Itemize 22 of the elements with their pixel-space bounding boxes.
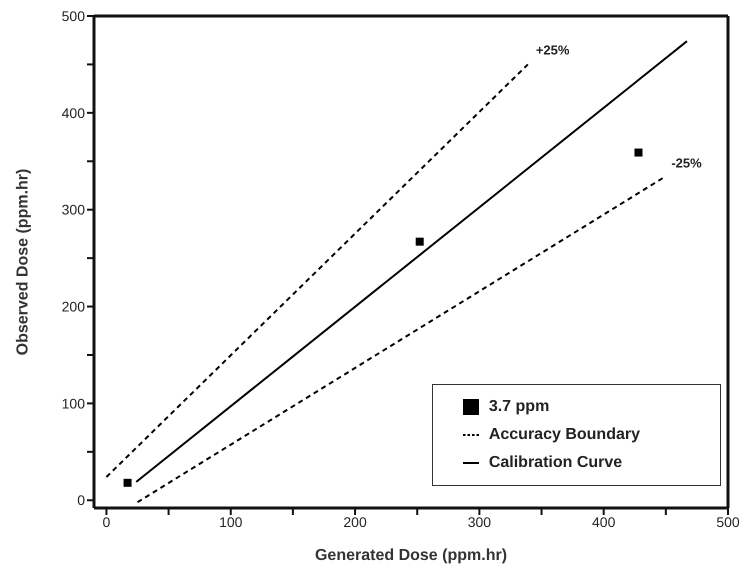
legend-label: 3.7 ppm <box>488 398 550 415</box>
point <box>634 148 642 157</box>
y-tick-label: 300 <box>62 202 86 218</box>
point <box>416 238 424 246</box>
x-tick-label: 400 <box>592 514 616 530</box>
x-axis-title: Generated Dose (ppm.hr) <box>314 547 508 564</box>
y-axis-title: Observed Dose (ppm.hr) <box>14 168 32 356</box>
legend-label: Accuracy Boundary <box>488 426 640 443</box>
annotation: +25% <box>536 42 570 58</box>
y-tick-label: 500 <box>62 8 86 24</box>
y-tick-label: 0 <box>77 492 86 508</box>
y-tick-label: 100 <box>62 395 86 412</box>
x-tick-label: 500 <box>716 514 740 530</box>
point <box>124 478 132 487</box>
x-tick-label: 100 <box>219 514 243 530</box>
annotation: -25% <box>671 156 702 171</box>
y-tick-label: 200 <box>62 298 86 315</box>
legend-label: Calibration Curve <box>488 454 622 471</box>
y-tick-label: 400 <box>62 104 86 121</box>
x-tick-label: 200 <box>343 514 367 530</box>
x-tick-label: 0 <box>102 514 111 530</box>
x-tick-label: 300 <box>468 514 492 530</box>
